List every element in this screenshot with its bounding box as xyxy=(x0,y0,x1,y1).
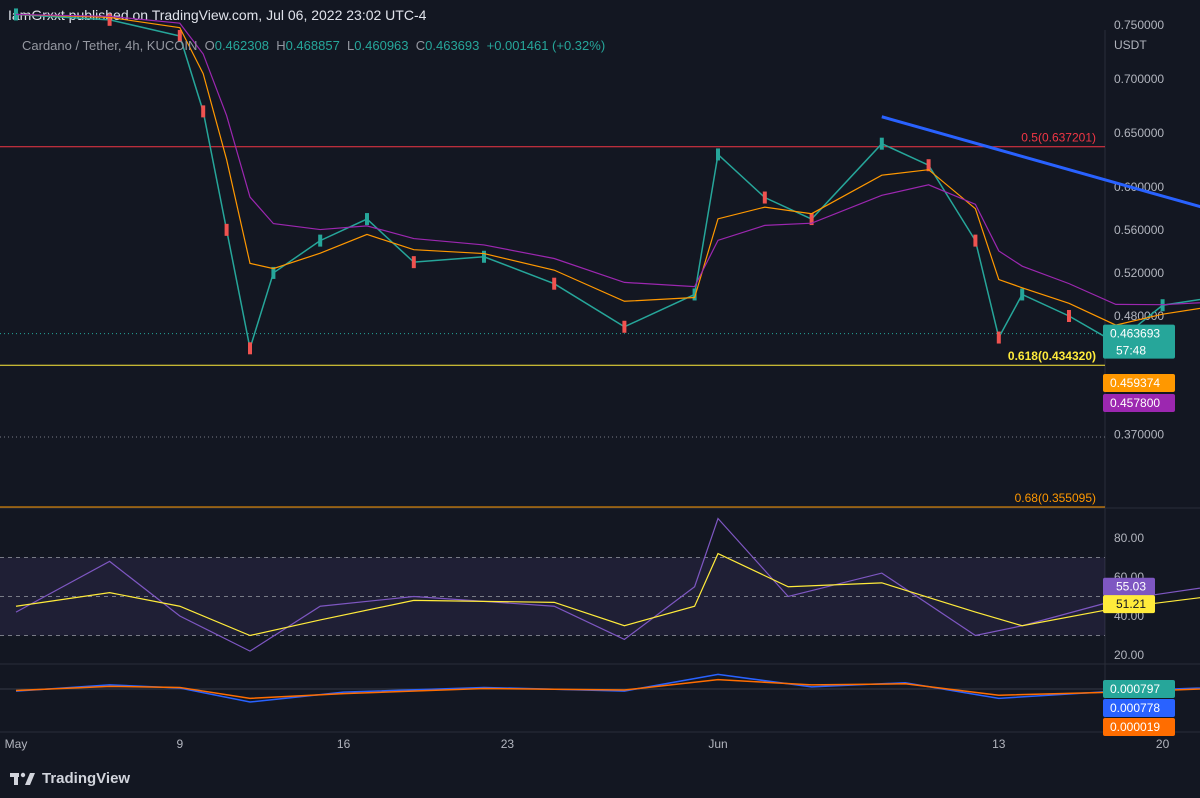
ema-slow-line xyxy=(15,13,1200,306)
price-series-line xyxy=(15,13,1200,349)
price-candle xyxy=(224,223,229,236)
price-candle xyxy=(248,342,252,355)
last-price-tag: 0.463693 xyxy=(1110,327,1160,341)
time-tick-label: 13 xyxy=(992,737,1006,751)
close-value: 0.463693 xyxy=(425,38,480,53)
rsi-ma-tag: 51.21 xyxy=(1116,597,1146,611)
price-candle xyxy=(692,288,697,301)
rsi-tick-label: 80.00 xyxy=(1114,531,1144,545)
ema-fast-line xyxy=(15,13,1200,326)
publisher-text: IamGrxxt published on TradingView.com, J… xyxy=(8,7,427,23)
macd-line xyxy=(15,673,1200,703)
tradingview-logo[interactable]: TradingView xyxy=(10,770,130,787)
macd-tag: 0.000019 xyxy=(1110,720,1160,734)
signal-line xyxy=(15,678,1200,700)
high-label: H xyxy=(276,38,286,53)
price-candle xyxy=(622,320,627,333)
rsi-tag: 55.03 xyxy=(1116,580,1146,594)
price-candle xyxy=(318,234,323,247)
ema-fast-tag-bg xyxy=(1103,374,1175,392)
macd-tag: 0.000778 xyxy=(1110,701,1160,715)
footer xyxy=(0,760,1200,798)
price-candle xyxy=(552,277,557,290)
price-candle xyxy=(926,159,931,172)
price-candle xyxy=(482,250,486,263)
ema-slow-tag-bg xyxy=(1103,394,1175,412)
ohlc-legend: Cardano / Tether, 4h, KUCOIN O0.462308 H… xyxy=(22,38,605,53)
price-tick-label: 0.600000 xyxy=(1114,180,1164,194)
countdown-label: 57:48 xyxy=(1116,344,1146,358)
macd-tag-bg xyxy=(1103,680,1175,698)
publisher-header: IamGrxxt published on TradingView.com, J… xyxy=(0,0,1200,30)
ema-slow-tag: 0.457800 xyxy=(1110,396,1160,410)
low-label: L xyxy=(347,38,355,53)
low-value: 0.460963 xyxy=(354,38,409,53)
price-tick-label: 0.700000 xyxy=(1114,72,1164,86)
price-candle xyxy=(14,8,18,21)
chart-canvas[interactable]: USDT 0.750000 0.700000 0.650000 0.600000 0.56… xyxy=(0,0,1200,760)
last-price-tag-bg xyxy=(1103,324,1175,359)
fib-level-label: 0.5(0.637201) xyxy=(1021,131,1096,145)
price-candle xyxy=(996,331,1001,344)
time-tick-label: 9 xyxy=(176,737,183,751)
macd-tag-bg xyxy=(1103,718,1175,736)
time-tick-label: Jun xyxy=(708,737,727,751)
ema-fast-tag: 0.459374 xyxy=(1110,376,1160,390)
price-tick-label: 0.480000 xyxy=(1114,309,1164,323)
rsi-tag-bg xyxy=(1103,577,1155,596)
price-candle xyxy=(879,137,884,150)
price-axis-unit: USDT xyxy=(1114,38,1147,52)
price-candle xyxy=(762,191,767,204)
price-candle xyxy=(411,256,416,269)
descending-trendline xyxy=(881,115,1200,209)
price-candle xyxy=(271,266,276,279)
time-tick-label: 20 xyxy=(1156,737,1170,751)
change-value: +0.001461 (+0.32%) xyxy=(486,38,606,53)
close-label: C xyxy=(415,38,426,53)
rsi-ma-line xyxy=(15,552,1200,637)
price-tick-label: 0.560000 xyxy=(1114,223,1164,237)
price-candle xyxy=(973,234,978,247)
time-tick-label: May xyxy=(5,737,28,751)
time-tick-label: 16 xyxy=(337,737,351,751)
price-candle xyxy=(716,148,720,161)
macd-tag-bg xyxy=(1103,699,1175,717)
rsi-tick-label: 20.00 xyxy=(1114,648,1144,662)
high-value: 0.468857 xyxy=(285,38,340,53)
price-candle xyxy=(107,13,112,26)
price-tick-label: 0.370000 xyxy=(1114,427,1164,441)
brand-name: TradingView xyxy=(42,770,131,787)
price-candle xyxy=(365,213,369,226)
open-label: O xyxy=(204,38,215,53)
symbol-name: Cardano / Tether, 4h, KUCOIN xyxy=(22,38,198,53)
time-tick-label: 23 xyxy=(501,737,515,751)
price-candle xyxy=(809,213,814,226)
price-candle xyxy=(201,105,206,118)
rsi-ma-tag-bg xyxy=(1103,595,1155,614)
price-tick-label: 0.650000 xyxy=(1114,126,1164,140)
rsi-line xyxy=(15,517,1200,652)
tradingview-logo-icon xyxy=(10,772,35,785)
price-tick-label: 0.750000 xyxy=(1114,18,1164,32)
open-value: 0.462308 xyxy=(214,38,269,53)
price-candle xyxy=(1020,288,1025,301)
macd-tag: 0.000797 xyxy=(1110,682,1160,696)
fib-level-label: 0.68(0.355095) xyxy=(1015,491,1096,505)
price-candle xyxy=(1067,310,1071,322)
fib-level-label: 0.618(0.434320) xyxy=(1008,349,1096,363)
price-candle xyxy=(177,29,182,42)
price-tick-label: 0.520000 xyxy=(1114,266,1164,280)
